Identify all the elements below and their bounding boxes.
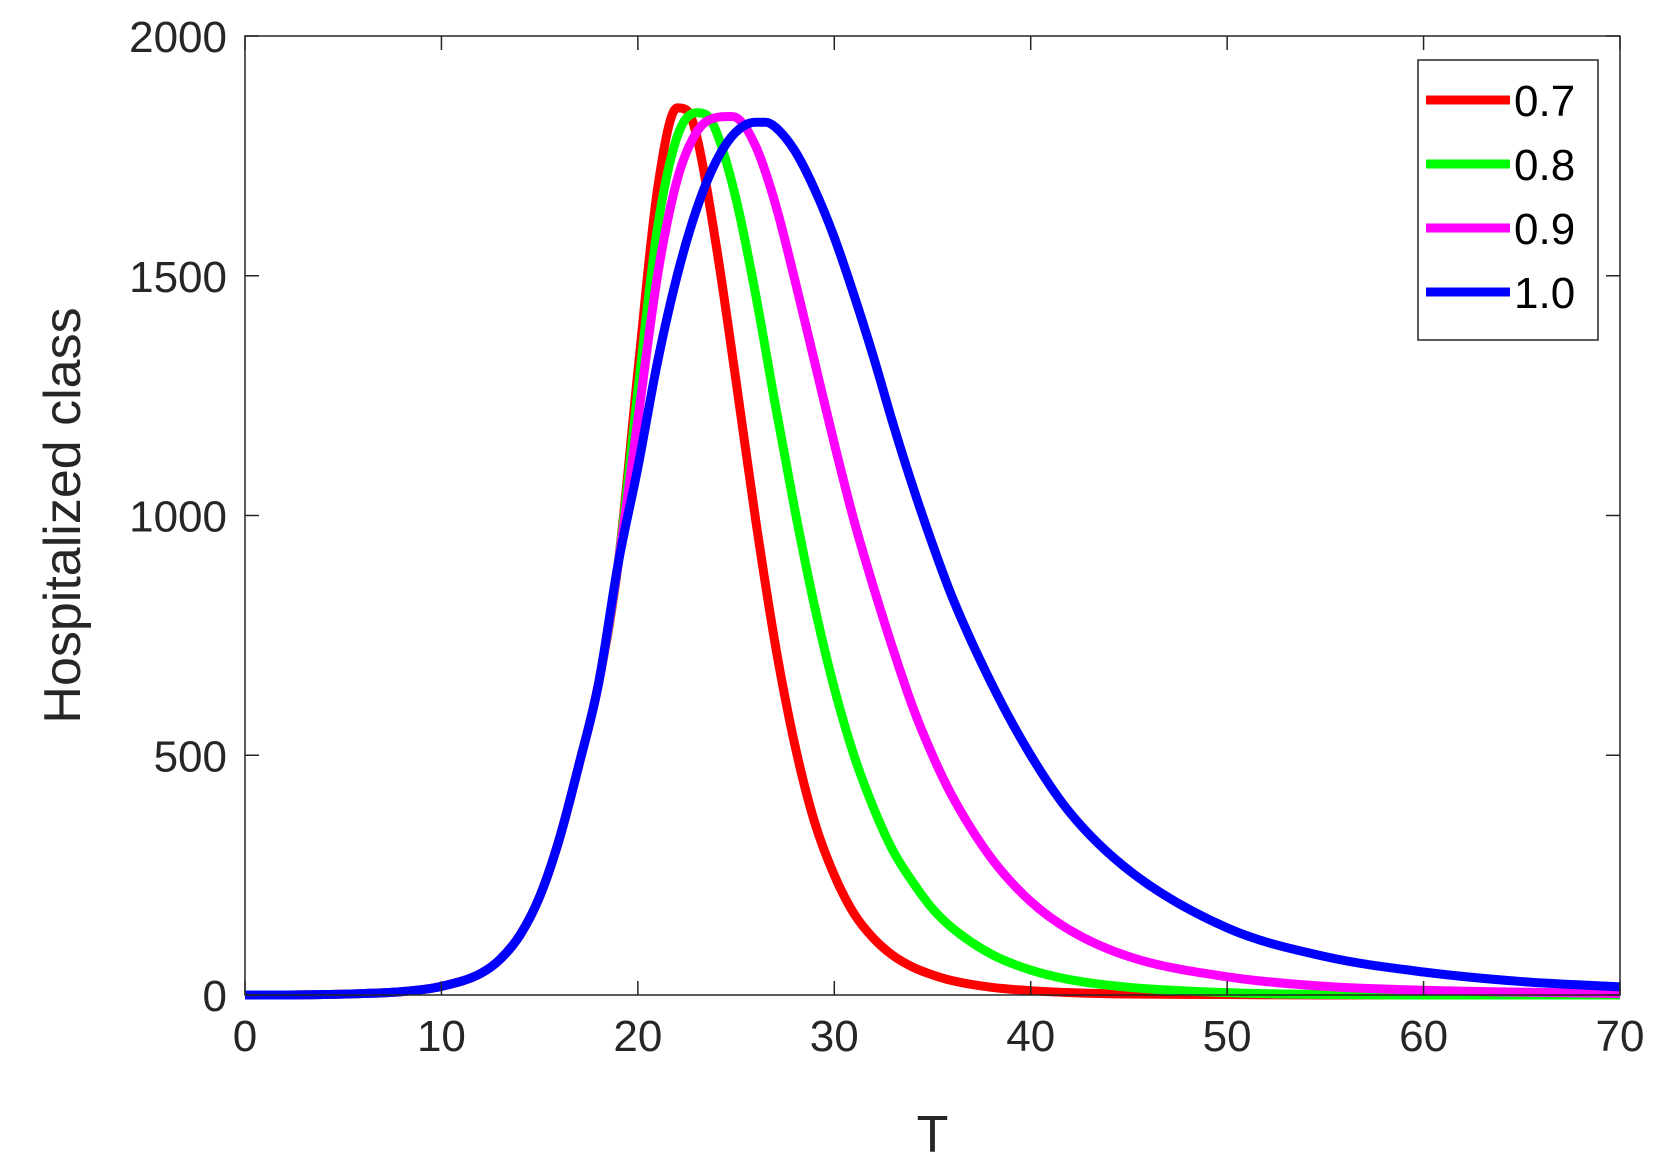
- series-line-1.0: [244, 117, 1621, 1000]
- legend-label-0.7: 0.7: [1514, 77, 1575, 126]
- x-tick-label: 30: [810, 1012, 859, 1061]
- x-tick-label: 50: [1203, 1012, 1252, 1061]
- y-tick-label: 500: [154, 732, 227, 781]
- legend-label-0.9: 0.9: [1514, 205, 1575, 254]
- x-tick-label: 70: [1596, 1012, 1645, 1061]
- y-tick-label: 1500: [129, 253, 227, 302]
- y-axis-label: Hospitalized class: [34, 307, 92, 723]
- axis-ticks: 0 10 20 30 40 50 60 70 0 500 1000 1500 2000: [129, 13, 1644, 1061]
- legend-label-1.0: 1.0: [1514, 269, 1575, 318]
- x-axis-label: T: [917, 1106, 949, 1164]
- x-tick-label: 0: [233, 1012, 257, 1061]
- x-tick-label: 60: [1399, 1012, 1448, 1061]
- x-tick-label: 10: [417, 1012, 466, 1061]
- x-tick-label: 40: [1006, 1012, 1055, 1061]
- y-tick-label: 2000: [129, 13, 227, 62]
- y-tick-label: 1000: [129, 493, 227, 542]
- legend: 0.7 0.8 0.9 1.0: [1417, 59, 1599, 341]
- x-tick-label: 20: [613, 1012, 662, 1061]
- legend-label-0.8: 0.8: [1514, 141, 1575, 190]
- y-tick-label: 0: [203, 972, 227, 1021]
